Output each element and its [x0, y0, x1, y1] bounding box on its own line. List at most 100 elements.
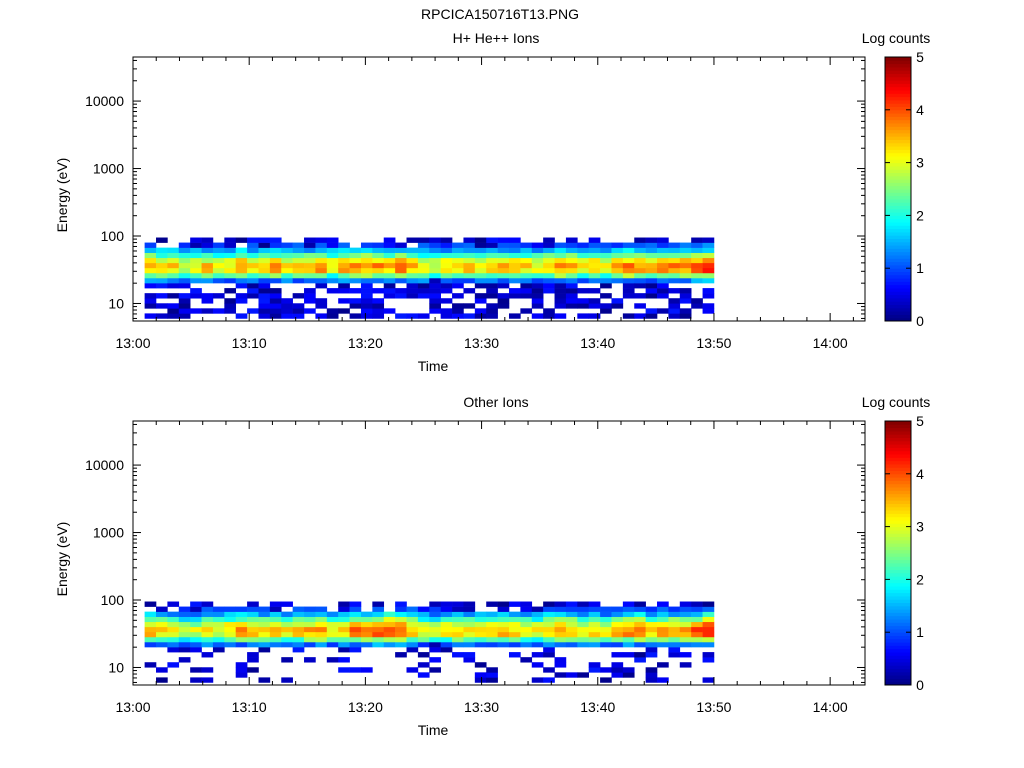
- spectrogram-cell: [702, 621, 715, 628]
- spectrogram-cell: [360, 626, 373, 633]
- spectrogram-cell: [611, 303, 624, 309]
- spectrogram-cell: [657, 252, 669, 259]
- spectrogram-cell: [247, 283, 259, 289]
- spectrogram-cell: [269, 272, 282, 279]
- spectrogram-cell: [372, 641, 385, 648]
- spectrogram-cell: [497, 277, 510, 284]
- spectrogram-cell: [497, 303, 510, 309]
- spectrogram-cell: [326, 288, 339, 294]
- spectrogram-cell: [668, 621, 681, 628]
- spectrogram-cell: [144, 277, 157, 284]
- spectrogram-cell: [235, 277, 248, 284]
- spectrogram-cell: [372, 626, 385, 633]
- spectrogram-cell: [224, 242, 237, 248]
- spectrogram-cell: [247, 606, 259, 612]
- spectrogram-cell: [406, 272, 419, 279]
- spectrogram-cell: [588, 606, 601, 612]
- spectrogram-cell: [360, 611, 373, 617]
- spectrogram-cell: [212, 647, 225, 653]
- spectrogram-cell: [372, 247, 385, 253]
- spectrogram-cell: [224, 631, 237, 638]
- spectrogram-cell: [372, 616, 385, 623]
- spectrogram-cell: [474, 662, 487, 668]
- spectrogram-cell: [372, 272, 385, 279]
- colorbar-step: [885, 185, 911, 190]
- spectrogram-cell: [269, 293, 282, 299]
- spectrogram-cell: [235, 672, 248, 678]
- spectrogram-cell: [235, 641, 248, 648]
- spectrogram-cell: [702, 677, 715, 683]
- spectrogram-cell: [691, 247, 703, 253]
- spectrogram-cell: [360, 262, 373, 269]
- spectrogram-cell: [520, 277, 533, 284]
- spectrogram-cell: [588, 641, 601, 648]
- spectrogram-cell: [634, 283, 646, 289]
- spectrogram-cell: [554, 657, 567, 663]
- spectrogram-cell: [429, 606, 441, 612]
- spectrogram-cell: [554, 242, 567, 248]
- spectrogram-cell: [338, 641, 350, 648]
- colorbar-step: [885, 487, 911, 491]
- spectrogram-cell: [554, 636, 567, 643]
- spectrogram-cell: [622, 267, 635, 274]
- spectrogram-cell: [406, 616, 419, 623]
- spectrogram-cell: [395, 652, 407, 658]
- spectrogram-cell: [167, 616, 180, 623]
- spectrogram-cell: [622, 283, 635, 289]
- spectrogram-cell: [315, 257, 328, 264]
- spectrogram-cell: [657, 662, 669, 668]
- spectrogram-cell: [702, 303, 715, 309]
- spectrogram-cell: [520, 242, 533, 248]
- spectrogram-cell: [531, 247, 544, 253]
- spectrogram-cell: [565, 601, 578, 607]
- spectrogram-cell: [543, 631, 555, 638]
- spectrogram-cell: [645, 283, 658, 289]
- colorbar-step: [885, 76, 911, 81]
- spectrogram-cell: [702, 626, 715, 633]
- spectrogram-cell: [417, 293, 430, 299]
- spectrogram-cell: [178, 262, 191, 269]
- spectrogram-cell: [395, 293, 407, 299]
- spectrogram-cell: [577, 277, 589, 284]
- colorbar-step: [885, 255, 911, 259]
- colorbar-step: [885, 142, 911, 147]
- spectrogram-cell: [531, 298, 544, 304]
- spectrogram-cell: [702, 657, 715, 663]
- y-tick-label: 100: [101, 228, 125, 244]
- spectrogram-cell: [201, 272, 214, 279]
- spectrogram-cell: [474, 298, 487, 304]
- spectrogram-cell: [235, 631, 248, 638]
- colorbar-step: [885, 526, 911, 531]
- spectrogram-cell: [269, 601, 282, 607]
- spectrogram-cell: [258, 641, 271, 648]
- spectrogram-cell: [531, 636, 544, 643]
- spectrogram-cell: [554, 313, 567, 319]
- colorbar-step: [885, 175, 911, 180]
- spectrogram-cell: [474, 262, 487, 269]
- spectrogram-cell: [531, 621, 544, 628]
- spectrogram-cell: [497, 267, 510, 274]
- spectrogram-cell: [395, 606, 407, 612]
- spectrogram-cell: [429, 611, 441, 617]
- spectrogram-cell: [463, 277, 476, 284]
- spectrogram-cell: [190, 621, 202, 628]
- x-tick-label: 13:00: [115, 335, 150, 351]
- spectrogram-cell: [668, 631, 681, 638]
- spectrogram-cell: [486, 641, 498, 648]
- spectrogram-cell: [235, 621, 248, 628]
- spectrogram-cell: [417, 252, 430, 259]
- spectrogram-cell: [167, 621, 180, 628]
- spectrogram-cell: [668, 606, 681, 612]
- spectrogram-cell: [178, 621, 191, 628]
- colorbar: 0 1 2 3 4 5 Log counts: [862, 30, 931, 329]
- spectrogram-cell: [429, 308, 441, 314]
- spectrogram-cell: [508, 652, 521, 658]
- spectrogram-cell: [224, 257, 237, 264]
- spectrogram-cell: [577, 621, 589, 628]
- x-tick-label: 13:40: [580, 699, 615, 715]
- spectrogram-cell: [600, 272, 612, 279]
- spectrogram-cell: [668, 262, 681, 269]
- spectrogram-cell: [440, 308, 453, 314]
- spectrogram-cell: [531, 277, 544, 284]
- colorbar-step: [885, 103, 911, 107]
